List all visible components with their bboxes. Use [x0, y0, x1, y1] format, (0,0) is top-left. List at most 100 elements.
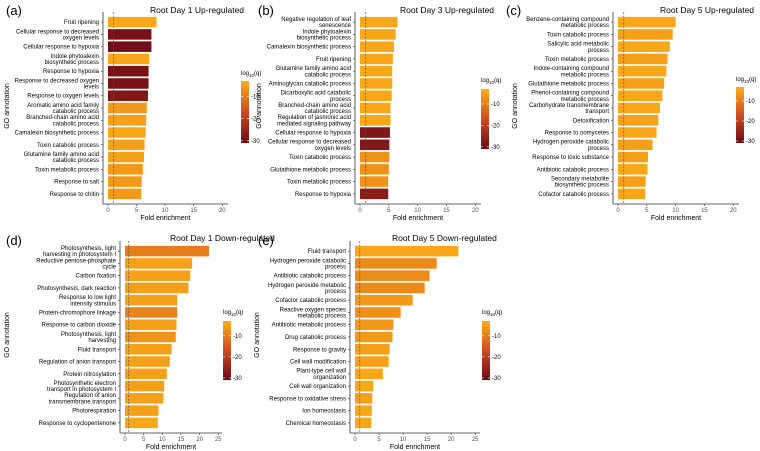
bar: [360, 78, 393, 89]
x-tick-label: 20: [472, 208, 479, 214]
bar: [618, 53, 668, 65]
bar: [355, 380, 374, 392]
bar: [125, 356, 170, 367]
bar: [355, 245, 459, 257]
bar: [360, 41, 394, 52]
bar: [618, 139, 653, 151]
category-label: Indole phytoalexin biosynthetic process: [45, 54, 99, 66]
x-tick-label: 15: [178, 437, 185, 443]
category-label: Hydrogen peroxide catabolic process: [533, 140, 609, 152]
x-tick-label: 15: [443, 208, 450, 214]
category-label: Cofactor catabolic process: [275, 298, 346, 304]
legend-tick-label: -30: [492, 376, 501, 382]
bar: [108, 176, 142, 187]
category-label: Carbohydrate transmembrane transport: [529, 103, 610, 115]
category-label: Branched-chain amino acid catabolic proce…: [26, 115, 99, 127]
category-label: Hydrogen peroxide catabolic process: [270, 258, 346, 270]
category-label: Antibiotic catabolic process: [274, 274, 346, 280]
category-label: Cellular response to decreased oxygen lev…: [16, 29, 99, 41]
bar: [125, 417, 158, 429]
x-tick-label: 5: [135, 208, 139, 214]
bar: [355, 393, 373, 404]
bar: [618, 29, 673, 40]
category-label: Salicylic acid metabolic process: [547, 42, 609, 54]
x-tick-label: 25: [472, 437, 479, 443]
x-tick-label: 0: [123, 437, 127, 443]
category-label: Response to toxic substance: [532, 155, 609, 161]
bar: [618, 102, 661, 114]
category-label: Toxin metabolic process: [287, 180, 351, 186]
x-tick-label: 5: [377, 437, 381, 443]
bar: [618, 151, 648, 163]
bar: [108, 78, 149, 89]
legend-tick-label: -10: [233, 334, 242, 340]
category-label: Glutamine family amino acid catabolic pro…: [276, 66, 351, 78]
x-tick-label: 0: [106, 208, 110, 214]
x-axis-title: Fold enrichment: [140, 215, 190, 222]
legend-colorbar: [481, 89, 489, 149]
x-tick-label: 0: [353, 437, 357, 443]
bar: [108, 90, 148, 102]
bar: [125, 270, 191, 281]
y-axis-title: GO annotation: [512, 83, 519, 129]
bar: [360, 102, 391, 114]
legend-tick-label: -10: [491, 102, 500, 108]
category-label: Fruit ripening: [316, 57, 351, 63]
bar: [360, 151, 390, 163]
category-label: Response to oomycetes: [545, 131, 609, 137]
x-axis-title: Fold enrichment: [393, 215, 443, 222]
chart-panel-4: (d) Root Day 1 Down-regulated Photosynthes…: [4, 233, 275, 451]
category-label: Antibiotic metabolic process: [272, 323, 346, 329]
x-tick-label: 10: [400, 437, 407, 443]
bar: [355, 405, 372, 416]
x-tick-label: 15: [701, 208, 708, 214]
y-axis-title: GO annotation: [4, 83, 11, 129]
bar: [125, 258, 193, 269]
category-label: Aromatic amino acid family catabolic proc…: [27, 103, 99, 115]
bar: [125, 307, 178, 318]
category-label: Cell wall organization: [289, 384, 346, 390]
color-legend: log10(q) -10 -20 -30: [241, 71, 261, 145]
chart-title: Root Day 1 Down-regulated: [170, 233, 275, 243]
bar: [360, 65, 393, 77]
category-label: Ion homeostasis: [302, 409, 346, 415]
x-tick-label: 10: [159, 437, 166, 443]
category-label: Glutamine family amino acid catabolic pro…: [24, 152, 99, 164]
x-tick-label: 5: [387, 208, 391, 214]
bar: [618, 188, 646, 200]
legend-tick-label: -20: [491, 123, 500, 129]
bar: [108, 16, 157, 28]
chart-panel-1: (a) Root Day 1 Up-regulated Fruit ripening…: [4, 3, 261, 222]
bar: [108, 164, 143, 175]
legend-tick-label: -20: [251, 117, 260, 123]
chart-title: Root Day 3 Up-regulated: [400, 5, 494, 15]
bar: [125, 331, 176, 343]
category-label: Chemical homeostasis: [286, 421, 346, 427]
legend-title: log10(q): [482, 310, 502, 317]
category-label: Indole phytoalexin biosynthetic process: [297, 29, 351, 41]
category-label: Photorespiration: [72, 409, 116, 415]
bar: [125, 380, 165, 392]
category-label: Regulation of anion transport: [39, 360, 116, 366]
legend-tick-label: -20: [746, 119, 755, 125]
bar: [125, 343, 172, 355]
category-label: Regulation of anion transmembrane transpo…: [49, 393, 117, 405]
legend-colorbar: [482, 321, 490, 380]
bar: [108, 127, 146, 138]
legend-tick-label: -30: [746, 139, 755, 145]
bar: [355, 343, 390, 355]
bar: [360, 139, 390, 151]
category-label: Protein-chromophore linkage: [39, 310, 117, 316]
bar: [355, 258, 437, 269]
category-label: Plant-type cell wall organization: [296, 369, 346, 381]
category-label: Response to gravity: [293, 347, 346, 353]
x-axis-title: Fold enrichment: [651, 215, 701, 222]
legend-title: log10(q): [481, 78, 501, 85]
x-tick-label: 15: [190, 208, 197, 214]
bar: [355, 331, 393, 343]
legend-tick-label: -20: [233, 355, 242, 361]
category-label: Response to chitin: [50, 192, 99, 198]
bar: [125, 368, 167, 380]
x-tick-label: 0: [616, 208, 620, 214]
x-tick-label: 25: [215, 437, 222, 443]
